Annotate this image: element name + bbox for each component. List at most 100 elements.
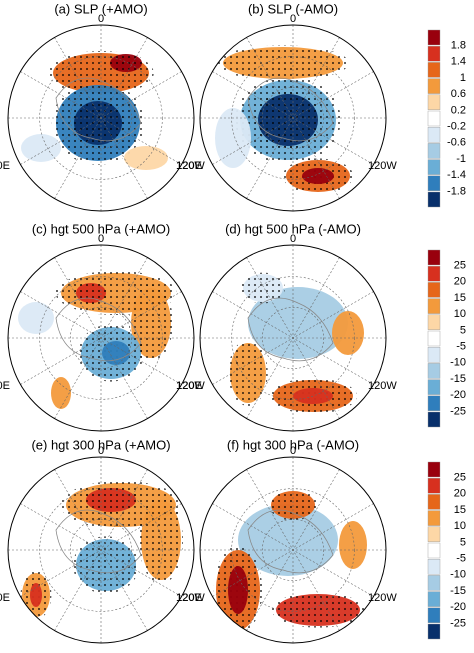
latitude-line	[231, 276, 355, 400]
colorbar-swatch	[427, 29, 441, 46]
left-label: 120E	[0, 380, 10, 392]
colorbar-swatch	[427, 461, 441, 478]
colorbar-label: -25	[450, 405, 466, 417]
colorbar-swatch	[427, 542, 441, 559]
colorbar-swatch	[427, 559, 441, 575]
colorbar-label: -0.6	[447, 137, 466, 149]
panel-title: (c) hgt 500 hPa (+AMO)	[32, 221, 170, 236]
colorbar-swatch	[427, 159, 441, 175]
colorbar-label: 0.2	[451, 104, 466, 116]
colorbar-swatch	[427, 110, 441, 127]
stipple	[228, 340, 268, 406]
left-label: 120E	[176, 160, 202, 172]
colorbar-label: 15	[454, 504, 466, 516]
colorbar: 1.8 1.4 1 0.6 0.2 -0.2 -0.6 -1 -1.4 -1.8	[427, 29, 466, 208]
colorbar-swatch	[427, 526, 441, 542]
anomaly	[332, 311, 364, 355]
colorbar-swatch	[427, 363, 441, 379]
colorbar-swatch	[427, 379, 441, 395]
colorbar-label: -15	[450, 373, 466, 385]
colorbar-swatch	[427, 494, 441, 510]
latitude-line	[70, 307, 132, 369]
latitude-line	[39, 276, 163, 400]
colorbar-swatch	[427, 314, 441, 330]
colorbar-swatch	[427, 347, 441, 363]
map-border	[7, 24, 195, 212]
right-label: 120W	[368, 592, 397, 604]
map-fill	[200, 25, 386, 211]
latitude-line	[231, 56, 355, 180]
right-label: 120W	[368, 380, 397, 392]
colorbar-label: -15	[450, 585, 466, 597]
map-border	[199, 24, 387, 212]
anomaly	[215, 108, 251, 168]
anomaly	[238, 504, 338, 576]
colorbar-swatch	[427, 282, 441, 298]
colorbar-swatch	[427, 46, 441, 62]
map-fill	[200, 245, 386, 431]
colorbar-label: 1.4	[451, 56, 466, 68]
colorbar-label: 0.6	[451, 88, 466, 100]
map-border	[7, 244, 195, 432]
stipple	[139, 496, 183, 584]
anomaly	[228, 566, 248, 614]
panel-title: (d) hgt 500 hPa (-AMO)	[225, 221, 361, 236]
anomaly	[248, 287, 348, 359]
anomaly	[102, 341, 130, 365]
top-label: 0	[98, 13, 104, 25]
colorbar-label: 1	[460, 72, 466, 84]
latitude-line	[262, 307, 324, 369]
map-border	[199, 244, 387, 432]
latitude-line	[70, 519, 132, 581]
colorbar-label: -1.4	[447, 169, 466, 181]
colorbar-label: 25	[454, 260, 466, 272]
map-fill	[8, 245, 194, 431]
colorbar-swatch	[427, 478, 441, 494]
colorbar-label: -20	[450, 601, 466, 613]
colorbar-swatch	[427, 143, 441, 159]
colorbar-swatch	[427, 191, 441, 208]
colorbar-swatch	[427, 298, 441, 314]
coastline	[55, 77, 142, 142]
colorbar-swatch	[427, 575, 441, 591]
colorbar-label: 25	[454, 472, 466, 484]
meridian-line	[212, 291, 374, 385]
map-fill	[8, 25, 194, 211]
anomaly	[21, 134, 61, 162]
colorbar-swatch	[427, 330, 441, 347]
meridian-line	[212, 71, 374, 165]
left-label: 120E	[0, 160, 10, 172]
colorbar-label: -1.8	[447, 185, 466, 197]
latitude-line	[39, 56, 163, 180]
panel-title: (f) hgt 300 hPa (-AMO)	[227, 437, 359, 452]
latitude-line	[231, 488, 355, 612]
top-label: 0	[98, 445, 104, 457]
top-label: 0	[290, 233, 296, 245]
meridian-line	[20, 71, 182, 165]
colorbar-label: -5	[456, 341, 466, 353]
map-fill	[200, 457, 386, 643]
colorbar-swatch	[427, 411, 441, 428]
meridian-line	[20, 503, 182, 597]
colorbar-swatch	[427, 623, 441, 640]
colorbar-label: -0.2	[447, 121, 466, 133]
stipple	[255, 91, 321, 149]
colorbar: 25 20 15 10 5 -5 -10 -15 -20 -25	[427, 249, 466, 428]
top-label: 0	[290, 445, 296, 457]
colorbar-label: 5	[460, 324, 466, 336]
map-fill	[8, 457, 194, 643]
colorbar-swatch	[427, 395, 441, 411]
stipple	[217, 45, 349, 81]
colorbar-swatch	[427, 510, 441, 526]
panel-title: (a) SLP (+AMO)	[54, 1, 147, 16]
right-label: 120W	[176, 160, 205, 172]
top-label: 0	[290, 13, 296, 25]
anomaly	[293, 388, 333, 404]
stipple	[73, 536, 139, 594]
anomaly	[18, 302, 54, 334]
colorbar-label: -5	[456, 553, 466, 565]
colorbar-label: -10	[450, 569, 466, 581]
